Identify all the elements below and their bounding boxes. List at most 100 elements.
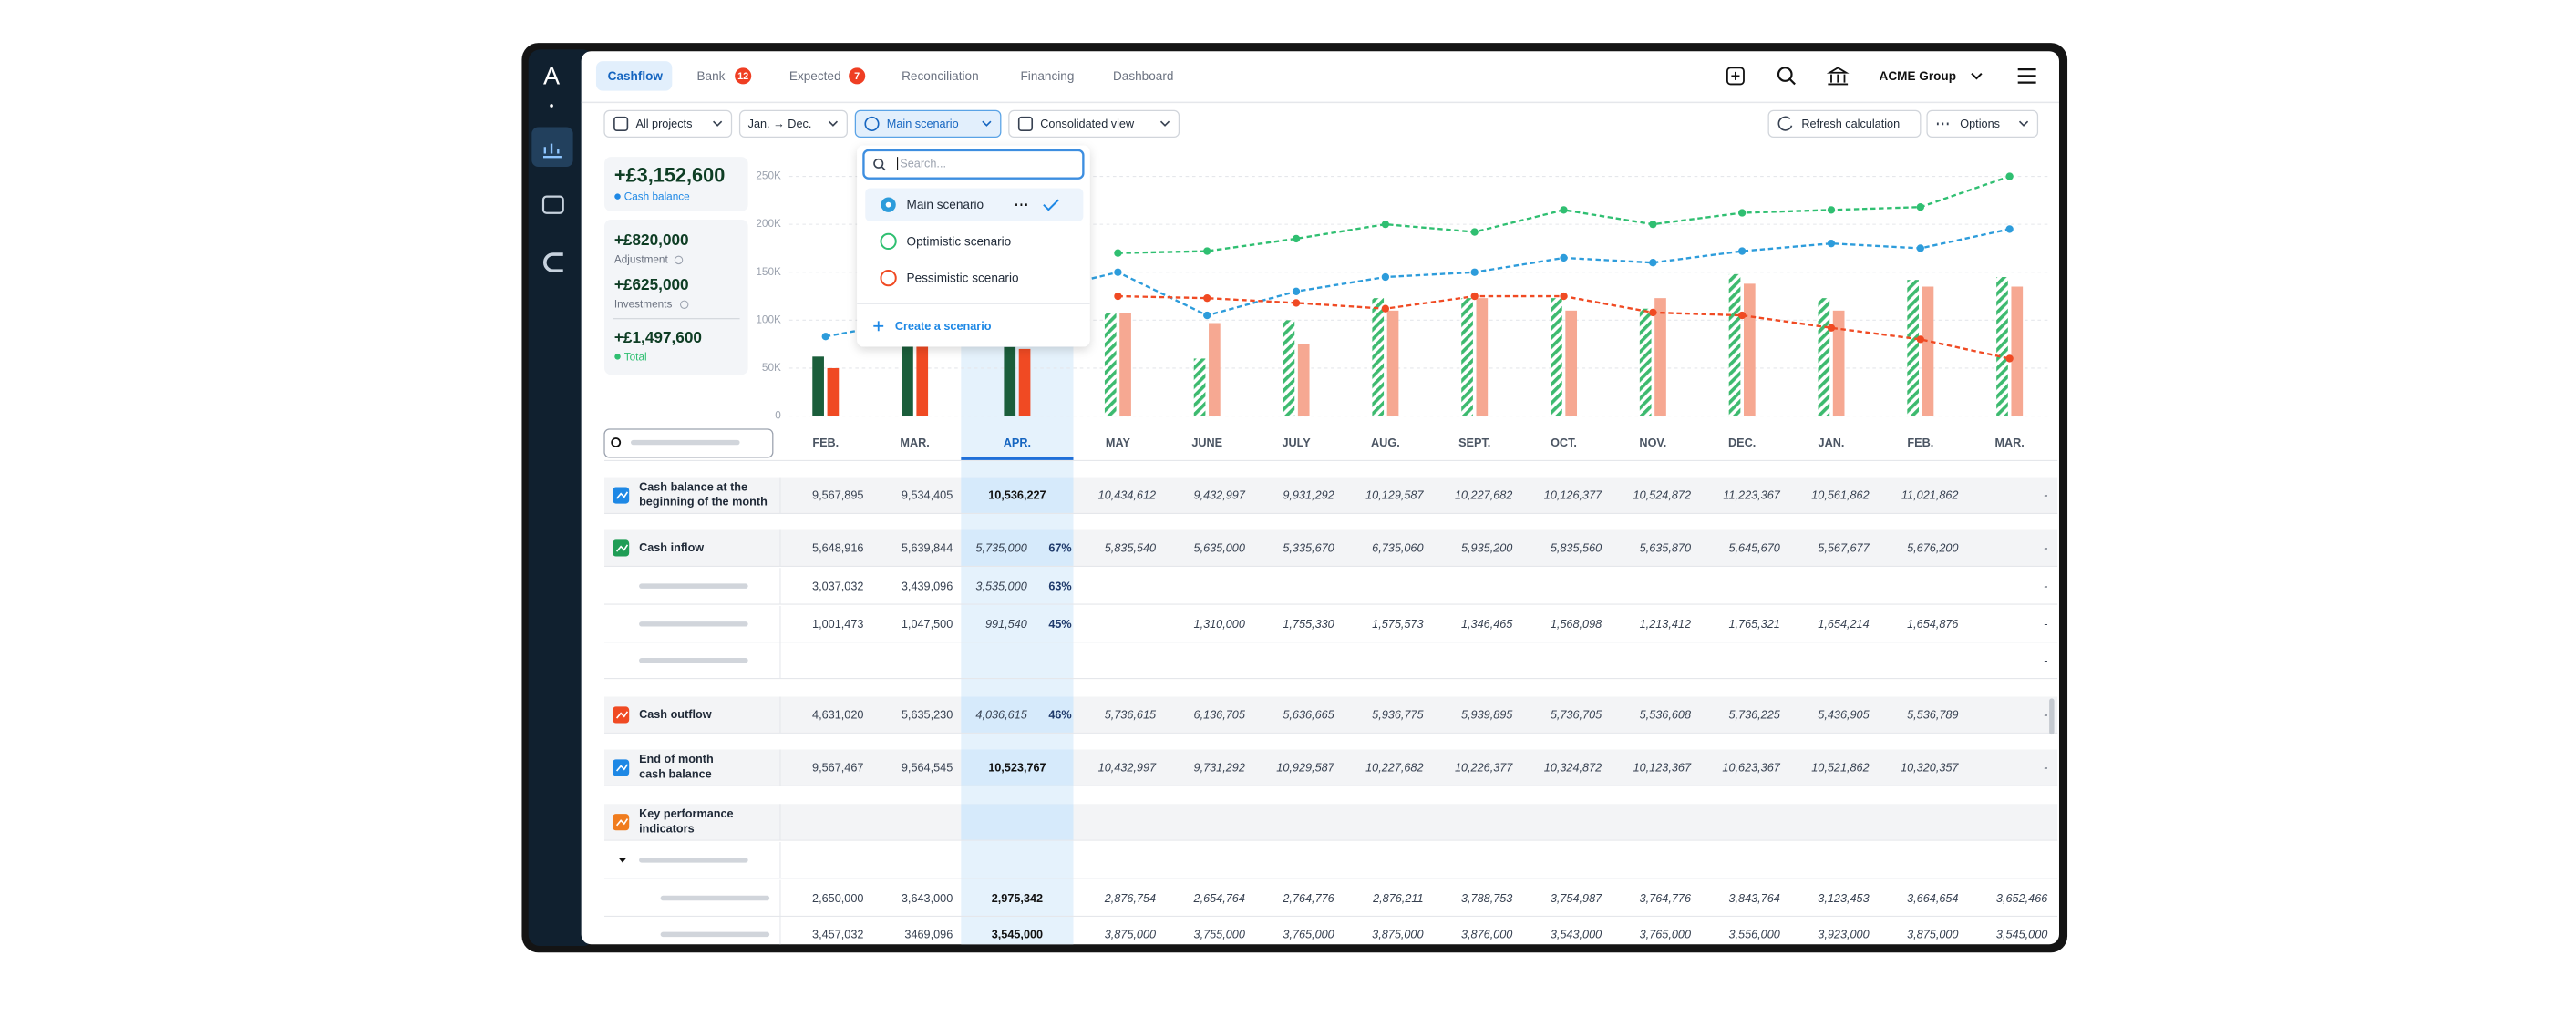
cell-value: 3,843,764 <box>1728 892 1779 905</box>
cell-value: 5,635,870 <box>1640 542 1691 555</box>
cell-value: 3,439,096 <box>902 580 953 592</box>
cell-value: 5,639,844 <box>902 542 953 555</box>
bar <box>1193 358 1206 416</box>
line-point <box>1203 311 1211 320</box>
cell-value: 10,432,997 <box>1098 762 1157 775</box>
month-label[interactable]: FEB. <box>1907 437 1933 449</box>
cell-value: 3,123,453 <box>1818 892 1869 905</box>
cell-value: 11,021,862 <box>1901 489 1958 502</box>
nav-tab[interactable]: Bank <box>696 69 725 83</box>
filter-chevron <box>1159 120 1170 127</box>
bar <box>1654 298 1666 416</box>
selected-underline <box>961 457 1074 461</box>
bar <box>1461 298 1473 416</box>
month-label[interactable]: OCT. <box>1551 437 1577 449</box>
cell-value: 5,835,540 <box>1105 542 1156 555</box>
cell-value: 1,346,465 <box>1461 618 1513 631</box>
org-chevron <box>1971 72 1983 80</box>
cell-value: 10,561,862 <box>1811 489 1869 502</box>
cell-value: 10,320,357 <box>1901 762 1959 775</box>
wallet-icon[interactable] <box>541 195 564 214</box>
cell-value: 5,567,677 <box>1818 542 1870 555</box>
add-icon[interactable] <box>1726 67 1745 86</box>
menu-option[interactable]: Pessimistic scenario <box>907 272 1019 285</box>
action-button[interactable] <box>1767 109 1922 139</box>
menu-option[interactable]: Main scenario <box>907 198 984 211</box>
create-scenario[interactable]: Create a scenario <box>895 320 992 333</box>
nav-tab[interactable]: Cashflow <box>608 69 664 83</box>
expand-arrow[interactable] <box>618 858 627 863</box>
bar <box>1996 277 2008 416</box>
cell-value: 6,136,705 <box>1194 709 1246 722</box>
filter-button[interactable] <box>1008 109 1180 139</box>
cell-value: 3,875,000 <box>1907 929 1958 941</box>
info-icon <box>679 300 689 309</box>
bar <box>1386 310 1399 416</box>
menu-search-placeholder: Search... <box>900 158 946 170</box>
total-label: Total <box>624 351 647 363</box>
cell-value: - <box>2044 762 2047 775</box>
info-icon <box>674 255 684 265</box>
filter-label: Consolidated view <box>1040 118 1135 130</box>
row-bg-selected <box>961 749 1074 786</box>
search-icon[interactable] <box>1777 67 1793 82</box>
row-bg-selected <box>961 804 1074 841</box>
nav-tab[interactable]: Dashboard <box>1113 69 1173 83</box>
menu-icon[interactable] <box>2017 68 2036 84</box>
month-label[interactable]: FEB. <box>812 437 839 449</box>
row-icon-glyph <box>615 544 629 552</box>
tab-badge <box>849 67 866 85</box>
radio <box>880 269 897 287</box>
bank-icon[interactable] <box>1826 67 1850 86</box>
breakdown-value: +£625,000 <box>614 275 689 293</box>
menu-search-handle <box>881 166 886 171</box>
cell-value: 5,735,000 <box>975 542 1026 555</box>
nav-tab[interactable]: Reconciliation <box>902 69 979 83</box>
month-label[interactable]: SEPT. <box>1458 437 1490 449</box>
month-label[interactable]: APR. <box>1004 437 1031 449</box>
month-label[interactable]: MAR. <box>900 437 929 449</box>
nav-tab[interactable]: Financing <box>1021 69 1075 83</box>
cell-value: 3469,096 <box>904 929 953 941</box>
row-label: Cash balance at the beginning of the mon… <box>639 481 768 508</box>
filter-label: Main scenario <box>887 118 959 130</box>
bar <box>2011 286 2024 416</box>
month-label[interactable]: AUG. <box>1371 437 1400 449</box>
line-point <box>1738 209 1747 217</box>
line-point <box>1560 206 1568 214</box>
breakdown-value: +£820,000 <box>614 231 689 249</box>
option-check <box>1043 199 1059 211</box>
org-name[interactable]: ACME Group <box>1880 69 1956 83</box>
month-label[interactable]: DEC. <box>1728 437 1756 449</box>
cell-value: 3,876,000 <box>1461 929 1512 941</box>
filter-label: Jan. → Dec. <box>748 118 812 130</box>
row-icon-glyph <box>615 491 629 499</box>
menu-search[interactable] <box>862 149 1085 180</box>
row-bg <box>604 529 2058 567</box>
cell-value: 3,754,987 <box>1551 892 1602 905</box>
filter-button[interactable] <box>854 109 1002 139</box>
month-label[interactable]: JAN. <box>1819 437 1845 449</box>
bar <box>1922 286 1934 416</box>
month-label[interactable]: JULY <box>1282 437 1311 449</box>
nav-tab[interactable]: Expected <box>789 69 841 83</box>
tab-badge <box>735 67 752 85</box>
month-label[interactable]: NOV. <box>1639 437 1666 449</box>
row-icon-glyph <box>615 711 629 719</box>
month-label[interactable]: MAY <box>1106 437 1131 449</box>
cell-value: 3,643,000 <box>902 892 953 905</box>
menu-option[interactable]: Optimistic scenario <box>907 234 1012 248</box>
month-label[interactable]: JUNE <box>1191 437 1222 449</box>
cell-value: 10,929,587 <box>1276 762 1334 775</box>
brand-logo[interactable]: A <box>543 61 561 89</box>
magnet-icon[interactable] <box>543 252 563 272</box>
line-point <box>1916 335 1924 344</box>
line-point <box>1203 293 1211 303</box>
month-label[interactable]: MAR. <box>1994 437 2024 449</box>
action-button[interactable] <box>1926 109 2039 139</box>
line-point <box>1114 249 1122 257</box>
filter-button[interactable] <box>738 109 848 139</box>
filter-button[interactable] <box>603 109 733 139</box>
cell-value: 3,788,753 <box>1461 892 1512 905</box>
